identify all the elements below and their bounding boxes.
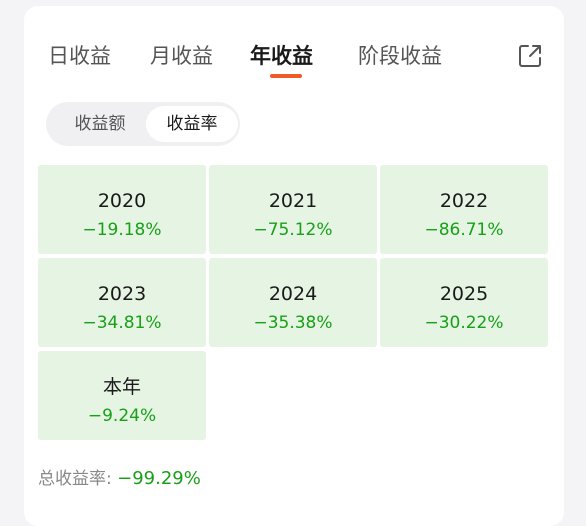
return-rate: −30.22% <box>424 313 504 333</box>
share-icon <box>519 45 541 67</box>
tab-period-returns[interactable]: 阶段收益 <box>358 44 442 68</box>
year-cell[interactable]: 2024 −35.38% <box>209 258 377 347</box>
return-rate: −86.71% <box>424 220 504 240</box>
return-rate: −19.18% <box>82 220 162 240</box>
total-return-label: 总收益率: <box>38 469 118 489</box>
year-label: 2025 <box>439 283 489 305</box>
return-rate: −75.12% <box>253 220 333 240</box>
tab-yearly-returns[interactable]: 年收益 <box>250 44 313 68</box>
year-label: 2021 <box>268 190 318 212</box>
year-label: 本年 <box>102 376 141 398</box>
return-rate: −9.24% <box>87 406 157 426</box>
year-cell[interactable]: 2023 −34.81% <box>38 258 206 347</box>
value-type-toggle: 收益额 收益率 <box>46 102 240 146</box>
year-label: 2022 <box>439 190 489 212</box>
tab-monthly-returns[interactable]: 月收益 <box>150 44 213 68</box>
toggle-amount[interactable]: 收益额 <box>74 114 126 134</box>
year-label: 2024 <box>268 283 318 305</box>
returns-card: 日收益 月收益 年收益 阶段收益 收益额 收益率 2020 −19.18% 20… <box>24 6 564 526</box>
year-cell[interactable]: 2025 −30.22% <box>380 258 548 347</box>
tab-daily-returns[interactable]: 日收益 <box>48 44 111 68</box>
active-tab-indicator <box>270 74 302 78</box>
year-cell[interactable]: 2020 −19.18% <box>38 165 206 254</box>
year-cell[interactable]: 2021 −75.12% <box>209 165 377 254</box>
total-return-summary: 总收益率: −99.29% <box>38 468 201 490</box>
year-label: 2023 <box>97 283 147 305</box>
return-rate: −34.81% <box>82 313 162 333</box>
total-return-value: −99.29% <box>117 468 201 489</box>
year-cell-current[interactable]: 本年 −9.24% <box>38 351 206 440</box>
year-label: 2020 <box>97 190 147 212</box>
year-cell[interactable]: 2022 −86.71% <box>380 165 548 254</box>
share-button[interactable] <box>517 43 543 69</box>
return-rate: −35.38% <box>253 313 333 333</box>
toggle-rate[interactable]: 收益率 <box>146 106 238 142</box>
